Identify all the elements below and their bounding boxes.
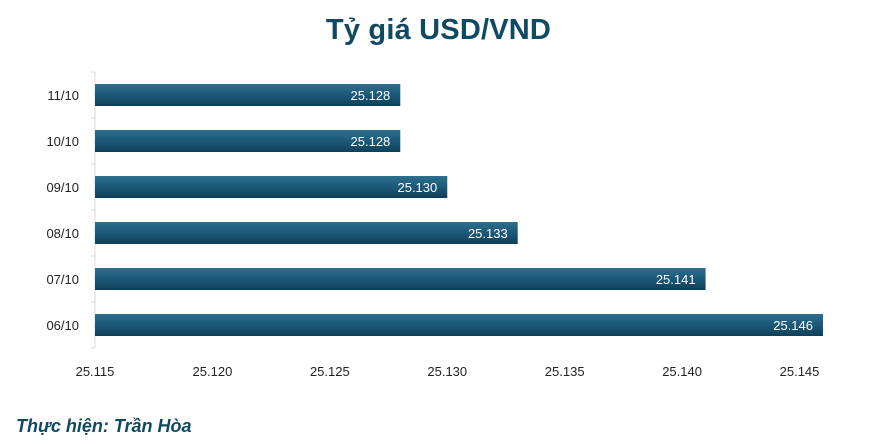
bar — [95, 130, 401, 152]
category-label: 11/10 — [47, 88, 79, 103]
category-label: 06/10 — [46, 318, 79, 333]
bar — [95, 268, 706, 290]
data-label: 25.128 — [351, 88, 391, 103]
data-label: 25.133 — [468, 226, 508, 241]
x-tick-label: 25.135 — [545, 364, 585, 379]
bar-chart: 11/10 25.128 10/10 25.128 09/10 25.130 08/10 25… — [46, 71, 823, 379]
bar — [95, 84, 401, 106]
bar — [95, 314, 823, 336]
data-label: 25.141 — [656, 272, 696, 287]
x-tick-label: 25.145 — [780, 364, 820, 379]
credit-text: Thực hiện: Trần Hòa — [16, 416, 192, 436]
x-tick-label: 25.125 — [310, 364, 350, 379]
data-label: 25.128 — [351, 134, 391, 149]
data-label: 25.130 — [397, 180, 437, 195]
x-tick-label: 25.115 — [76, 364, 115, 379]
data-label: 25.146 — [773, 318, 813, 333]
category-label: 09/10 — [46, 180, 79, 195]
bar — [95, 176, 448, 198]
bar — [95, 222, 518, 244]
category-label: 10/10 — [46, 134, 79, 149]
category-label: 08/10 — [46, 226, 79, 241]
category-label: 07/10 — [46, 272, 79, 287]
x-tick-label: 25.140 — [662, 364, 702, 379]
chart-title: Tỷ giá USD/VND — [325, 14, 552, 46]
x-tick-label: 25.120 — [193, 364, 233, 379]
x-tick-label: 25.130 — [427, 364, 467, 379]
